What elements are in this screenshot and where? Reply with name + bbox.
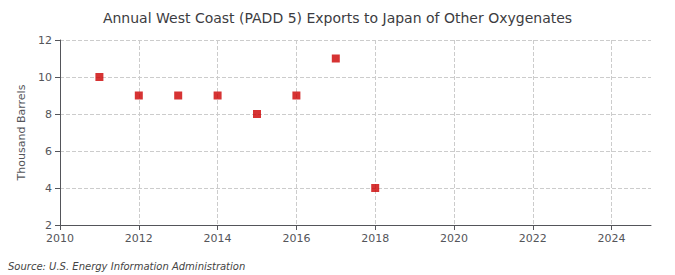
svg-text:4: 4: [45, 182, 52, 195]
svg-text:Annual West Coast (PADD 5) Exp: Annual West Coast (PADD 5) Exports to Ja…: [103, 10, 572, 26]
svg-text:2010: 2010: [46, 232, 74, 245]
svg-text:6: 6: [45, 145, 52, 158]
svg-text:Thousand Barrels: Thousand Barrels: [15, 84, 28, 181]
svg-text:2016: 2016: [282, 232, 310, 245]
svg-text:2024: 2024: [598, 232, 626, 245]
svg-text:2018: 2018: [361, 232, 389, 245]
svg-text:2: 2: [45, 219, 52, 232]
svg-text:2022: 2022: [519, 232, 547, 245]
svg-text:2014: 2014: [204, 232, 232, 245]
svg-text:Source: U.S. Energy Informatio: Source: U.S. Energy Information Administ…: [8, 261, 245, 272]
svg-text:2020: 2020: [440, 232, 468, 245]
svg-text:2012: 2012: [125, 232, 153, 245]
svg-text:8: 8: [45, 108, 52, 121]
svg-text:10: 10: [38, 71, 52, 84]
svg-text:12: 12: [38, 34, 52, 47]
